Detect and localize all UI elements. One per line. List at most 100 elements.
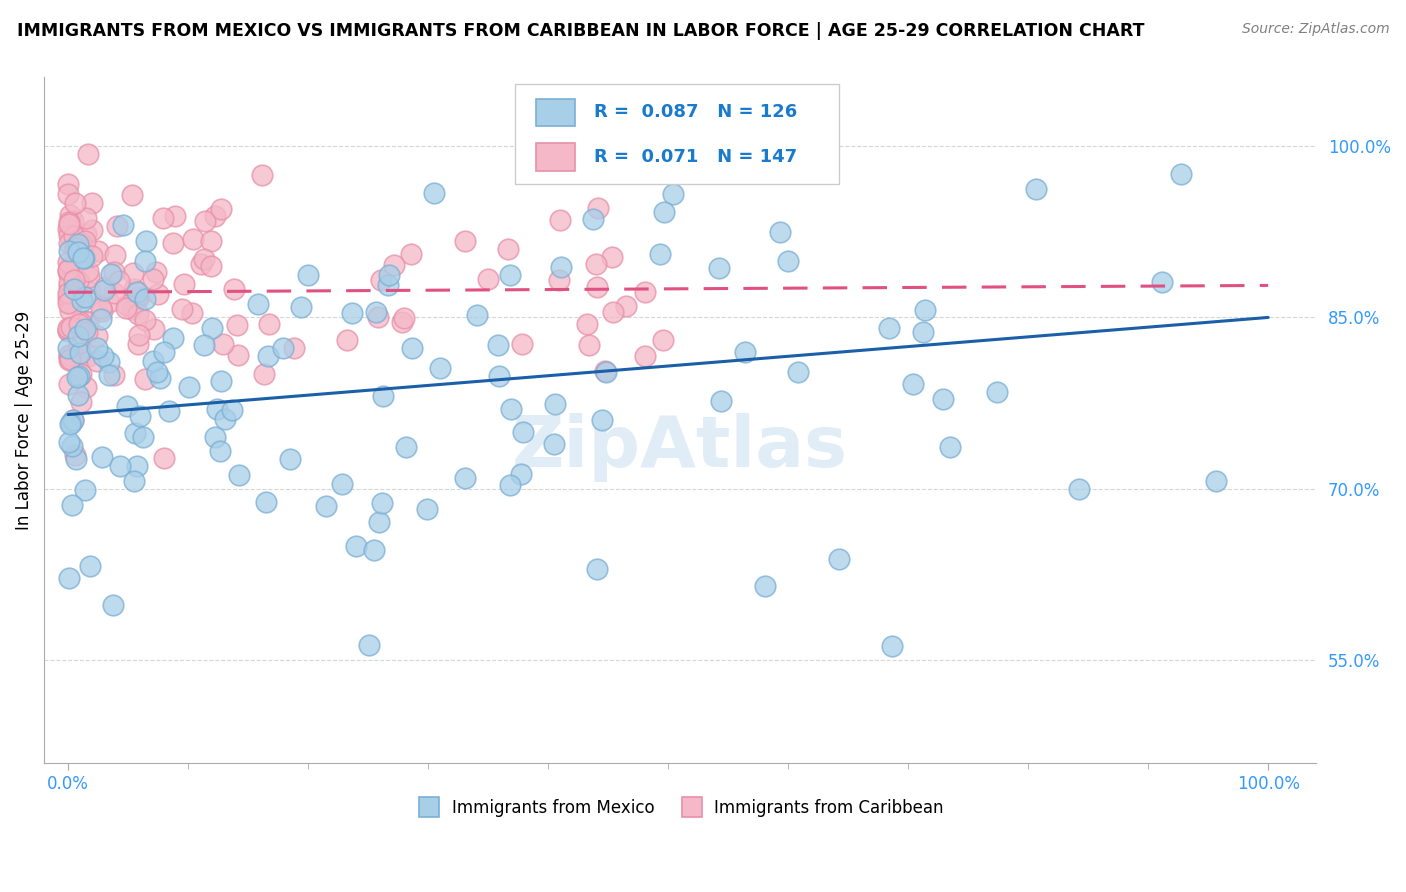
Point	[634, 349, 657, 363]
Point	[58, 217, 80, 231]
Point	[228, 468, 250, 483]
Legend: Immigrants from Mexico, Immigrants from Caribbean: Immigrants from Mexico, Immigrants from …	[411, 792, 950, 823]
Point	[544, 396, 567, 410]
Point	[67, 245, 90, 260]
Point	[63, 229, 86, 244]
Point	[391, 315, 413, 329]
Point	[127, 337, 149, 351]
Point	[69, 348, 91, 362]
Point	[595, 365, 617, 379]
Point	[370, 272, 392, 286]
Point	[58, 177, 80, 191]
Point	[600, 251, 623, 265]
Point	[111, 218, 134, 232]
Point	[58, 320, 80, 334]
Point	[66, 329, 89, 343]
Point	[257, 318, 280, 332]
Point	[108, 458, 131, 473]
Point	[828, 551, 851, 566]
Point	[787, 365, 810, 379]
Point	[104, 248, 127, 262]
Point	[209, 375, 232, 389]
Point	[145, 265, 167, 279]
Point	[170, 301, 193, 316]
Y-axis label: In Labor Force | Age 25-29: In Labor Force | Age 25-29	[15, 310, 32, 530]
Point	[254, 494, 277, 508]
Point	[488, 369, 510, 384]
Point	[204, 209, 226, 223]
Point	[575, 318, 598, 332]
Point	[582, 212, 605, 227]
Point	[585, 257, 607, 271]
Point	[707, 261, 730, 276]
Point	[134, 253, 156, 268]
Point	[58, 291, 80, 305]
Point	[62, 273, 84, 287]
Point	[498, 242, 520, 256]
Point	[200, 235, 222, 249]
Point	[63, 282, 86, 296]
Point	[70, 367, 93, 381]
Point	[69, 346, 91, 360]
Point	[283, 341, 305, 355]
Bar	[537, 99, 575, 126]
Point	[882, 639, 904, 653]
Point	[510, 467, 533, 481]
Point	[56, 342, 79, 356]
Point	[226, 348, 249, 362]
Point	[247, 297, 270, 311]
Point	[363, 543, 385, 558]
Point	[754, 579, 776, 593]
Point	[75, 211, 97, 225]
Point	[373, 389, 395, 403]
Point	[257, 349, 280, 363]
Point	[652, 333, 675, 347]
Point	[62, 213, 84, 227]
Point	[614, 299, 637, 313]
Point	[115, 301, 138, 316]
Point	[103, 368, 125, 383]
Point	[499, 268, 522, 282]
Point	[121, 301, 143, 316]
Point	[73, 251, 96, 265]
Point	[58, 244, 80, 259]
Point	[67, 254, 90, 268]
Point	[340, 306, 363, 320]
Point	[290, 300, 312, 314]
Point	[58, 347, 80, 361]
Point	[591, 413, 613, 427]
Point	[204, 430, 226, 444]
Point	[181, 232, 204, 246]
Point	[734, 344, 756, 359]
Point	[401, 341, 423, 355]
Point	[75, 322, 97, 336]
Point	[205, 402, 228, 417]
Point	[124, 425, 146, 440]
Point	[93, 349, 115, 363]
Point	[76, 315, 98, 329]
Point	[548, 213, 571, 227]
Point	[82, 195, 104, 210]
Point	[72, 251, 94, 265]
Point	[115, 298, 138, 312]
Point	[56, 186, 79, 201]
Point	[86, 354, 108, 368]
Point	[69, 235, 91, 250]
Point	[486, 338, 509, 352]
Point	[214, 411, 236, 425]
Point	[710, 393, 733, 408]
Point	[153, 451, 176, 466]
Point	[162, 236, 184, 251]
Point	[149, 371, 172, 385]
Point	[91, 304, 114, 318]
Point	[60, 498, 83, 512]
Point	[510, 336, 533, 351]
Point	[153, 344, 176, 359]
Point	[190, 257, 212, 271]
Point	[62, 413, 84, 427]
Point	[911, 325, 934, 339]
Point	[661, 187, 683, 202]
Point	[60, 294, 83, 309]
Point	[877, 321, 900, 335]
Point	[86, 341, 108, 355]
